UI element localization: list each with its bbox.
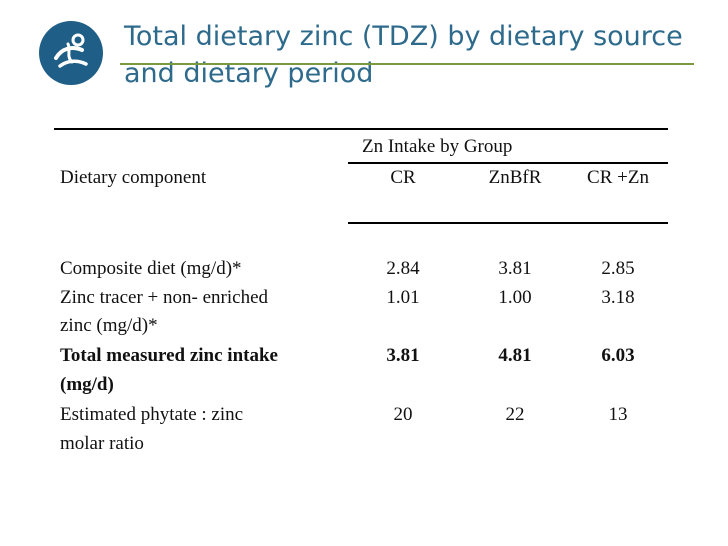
cell-value: 20 [393, 404, 413, 425]
column-header-znbfr: ZnBfR [488, 167, 542, 188]
cell-value: 1.00 [498, 287, 532, 308]
row-label: Zinc tracer + non- enriched [60, 287, 268, 308]
row-label-continued: zinc (mg/d)* [60, 315, 158, 336]
row-label-continued: molar ratio [60, 433, 144, 454]
cell-value: 6.03 [601, 345, 635, 366]
leaf-figure-logo-icon [39, 21, 103, 85]
table-top-rule [54, 128, 668, 130]
row-label-continued: (mg/d) [60, 374, 114, 395]
group-header-rule [348, 162, 668, 164]
title-underline [120, 63, 694, 65]
cell-value: 1.01 [386, 287, 420, 308]
header-bottom-rule [348, 222, 668, 224]
cell-value: 2.85 [601, 258, 635, 279]
row-header: Dietary component [60, 167, 207, 188]
column-header-cr: CR [390, 167, 416, 188]
cell-value: 3.18 [601, 287, 635, 308]
cell-value: 3.81 [386, 345, 420, 366]
row-label: Total measured zinc intake [60, 345, 278, 366]
row-label: Composite diet (mg/d)* [60, 258, 242, 279]
row-label: Estimated phytate : zinc [60, 404, 244, 425]
cell-value: 22 [505, 404, 525, 425]
cell-value: 3.81 [498, 258, 532, 279]
column-header-cr-zn: CR +Zn [587, 167, 649, 188]
cell-value: 2.84 [386, 258, 420, 279]
group-header: Zn Intake by Group [362, 136, 513, 157]
cell-value: 13 [608, 404, 628, 425]
cell-value: 4.81 [498, 345, 532, 366]
